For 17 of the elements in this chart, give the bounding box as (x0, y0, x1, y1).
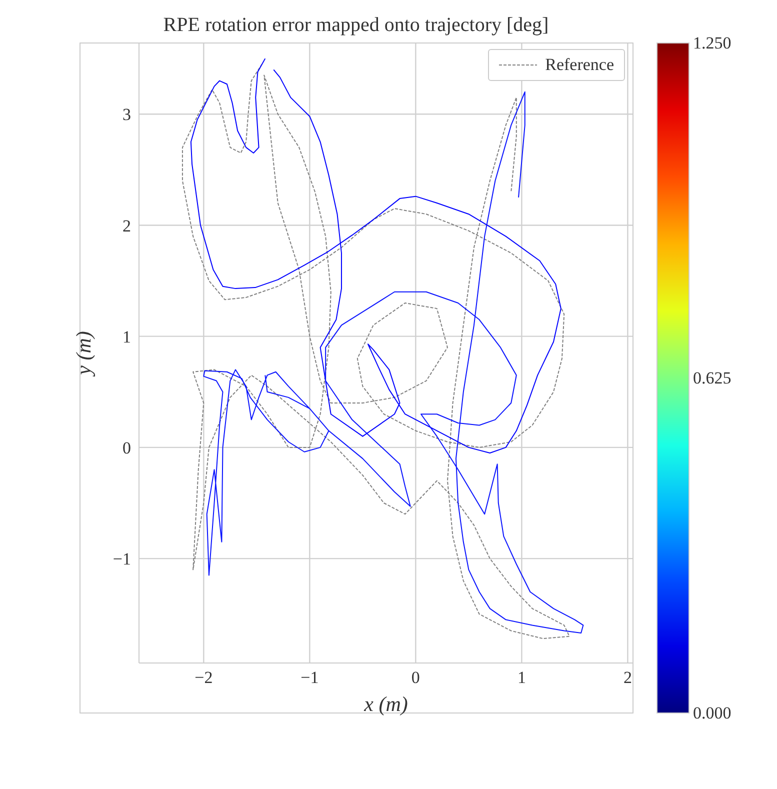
y-tick-label: 2 (122, 216, 131, 236)
x-tick-label: 0 (411, 668, 420, 688)
color-bar-label: 0.625 (693, 368, 732, 388)
x-tick-label: −1 (300, 668, 319, 688)
x-tick-label: 2 (623, 668, 632, 688)
y-tick-label: −1 (112, 550, 131, 569)
x-tick-label: −2 (194, 668, 213, 688)
y-tick-label: 0 (122, 438, 131, 458)
legend-label: Reference (545, 55, 614, 75)
color-bar-label: 0.000 (693, 704, 732, 722)
x-tick-label: 1 (517, 668, 526, 688)
chart-title: RPE rotation error mapped onto trajectory [deg] (162, 14, 550, 37)
y-axis-title: y (m) (71, 331, 96, 377)
x-axis-title: x (m) (363, 692, 408, 716)
color-bar-label: 1.250 (693, 34, 732, 52)
y-tick-label: 1 (122, 327, 131, 346)
y-tick-label: 3 (122, 105, 131, 124)
